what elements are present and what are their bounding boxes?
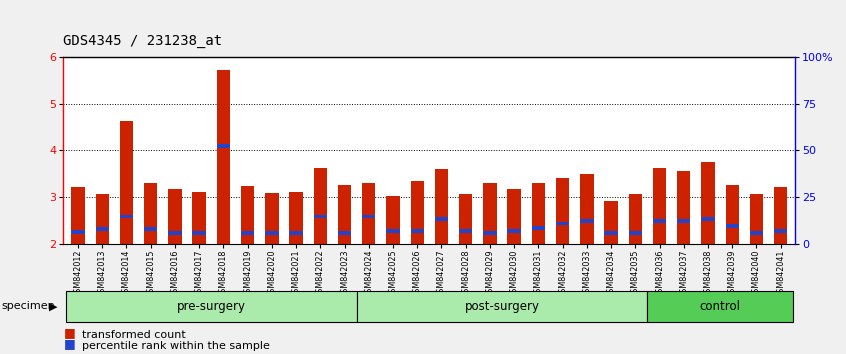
Bar: [726, 224, 739, 228]
Bar: [71, 230, 85, 234]
Bar: [362, 215, 376, 218]
Bar: [750, 194, 763, 244]
Bar: [193, 231, 206, 235]
Bar: [629, 194, 642, 244]
Text: pre-surgery: pre-surgery: [177, 300, 245, 313]
Text: ■: ■: [63, 326, 75, 339]
Bar: [120, 215, 133, 218]
Bar: [774, 187, 788, 244]
Bar: [387, 229, 399, 233]
Bar: [362, 183, 376, 244]
Bar: [120, 121, 133, 244]
Bar: [459, 194, 472, 244]
Bar: [289, 231, 303, 235]
Bar: [556, 222, 569, 225]
Bar: [168, 189, 182, 244]
Text: ▶: ▶: [49, 301, 58, 311]
FancyBboxPatch shape: [647, 291, 793, 322]
Bar: [653, 219, 666, 223]
Bar: [144, 183, 157, 244]
Bar: [241, 185, 255, 244]
Bar: [144, 227, 157, 231]
Bar: [193, 192, 206, 244]
Bar: [483, 231, 497, 235]
Bar: [726, 185, 739, 244]
Bar: [168, 231, 182, 235]
Bar: [459, 229, 472, 233]
Bar: [338, 185, 351, 244]
Bar: [653, 168, 666, 244]
Bar: [435, 169, 448, 244]
Bar: [532, 183, 545, 244]
Bar: [677, 171, 690, 244]
Bar: [750, 231, 763, 235]
Bar: [774, 229, 788, 233]
Bar: [556, 178, 569, 244]
Bar: [314, 168, 327, 244]
Text: control: control: [700, 300, 740, 313]
Bar: [265, 231, 278, 235]
Bar: [580, 219, 594, 223]
Bar: [701, 217, 715, 221]
Bar: [96, 194, 109, 244]
Bar: [265, 193, 278, 244]
Text: ■: ■: [63, 337, 75, 350]
Bar: [677, 219, 690, 223]
FancyBboxPatch shape: [357, 291, 647, 322]
Bar: [217, 70, 230, 244]
Bar: [410, 181, 424, 244]
Bar: [217, 144, 230, 148]
FancyBboxPatch shape: [66, 291, 357, 322]
Bar: [604, 231, 618, 235]
Text: transformed count: transformed count: [82, 330, 186, 340]
Bar: [604, 201, 618, 244]
Bar: [508, 229, 521, 233]
Bar: [532, 227, 545, 230]
Bar: [629, 231, 642, 235]
Bar: [314, 215, 327, 218]
Bar: [71, 187, 85, 244]
Bar: [508, 189, 521, 244]
Bar: [483, 183, 497, 244]
Text: GDS4345 / 231238_at: GDS4345 / 231238_at: [63, 34, 222, 48]
Bar: [241, 231, 255, 235]
Text: percentile rank within the sample: percentile rank within the sample: [82, 341, 270, 351]
Bar: [435, 217, 448, 221]
Bar: [410, 229, 424, 233]
Text: post-surgery: post-surgery: [464, 300, 540, 313]
Bar: [96, 227, 109, 231]
Text: specimen: specimen: [2, 301, 56, 311]
Bar: [387, 196, 399, 244]
Bar: [338, 231, 351, 235]
Bar: [289, 192, 303, 244]
Bar: [580, 174, 594, 244]
Bar: [701, 162, 715, 244]
